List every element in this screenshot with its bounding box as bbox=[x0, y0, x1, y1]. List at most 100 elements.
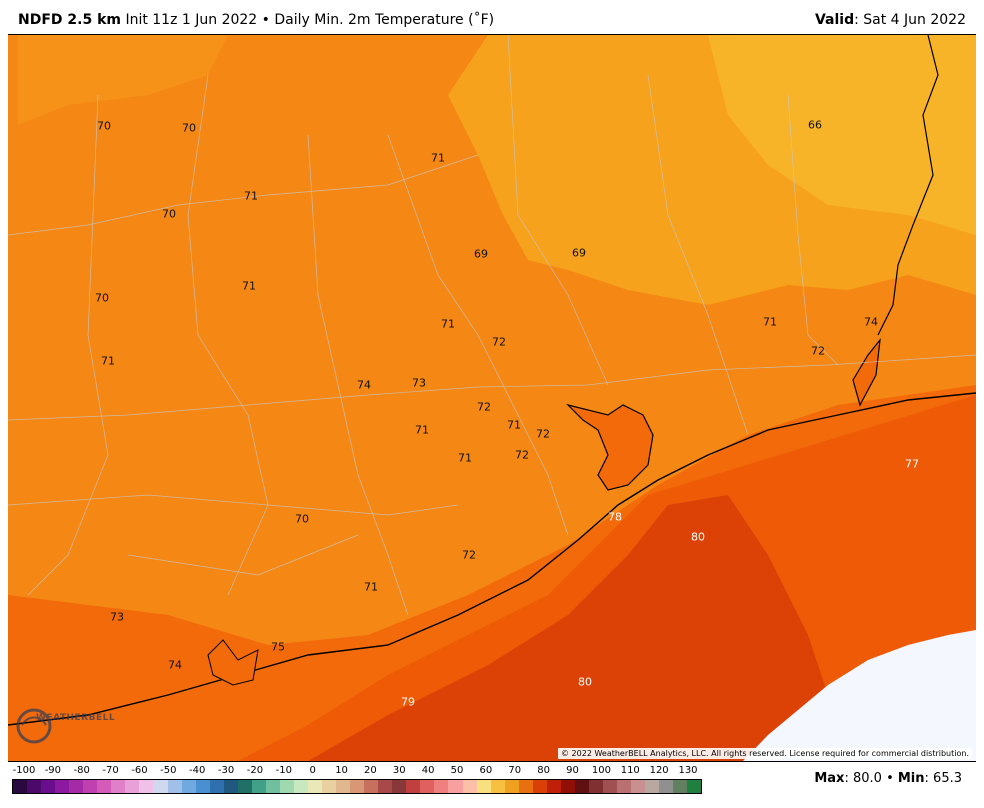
scale-color-swatch bbox=[462, 780, 477, 793]
scale-color-swatch bbox=[434, 780, 449, 793]
scale-color-swatch bbox=[83, 780, 98, 793]
scale-tick-label: 80 bbox=[537, 765, 551, 776]
color-scale-bar bbox=[12, 779, 702, 794]
header-bar: NDFD 2.5 km Init 11z 1 Jun 2022 • Daily … bbox=[0, 0, 984, 34]
scale-tick-label: -10 bbox=[275, 765, 292, 776]
scale-color-swatch bbox=[645, 780, 660, 793]
coolest-region bbox=[708, 35, 976, 235]
scale-tick-label: -40 bbox=[189, 765, 206, 776]
scale-color-swatch bbox=[687, 780, 702, 793]
temperature-label: 74 bbox=[357, 378, 371, 392]
scale-tick-label: 10 bbox=[335, 765, 348, 776]
logo-swirl-icon bbox=[16, 708, 52, 744]
temperature-label: 77 bbox=[905, 457, 919, 471]
temperature-label: 70 bbox=[162, 207, 176, 221]
temperature-label: 74 bbox=[864, 315, 878, 329]
scale-color-swatch bbox=[237, 780, 252, 793]
scale-tick-label: -90 bbox=[44, 765, 62, 776]
scale-tick-label: -50 bbox=[160, 765, 177, 776]
scale-color-swatch bbox=[167, 780, 182, 793]
temperature-label: 71 bbox=[244, 189, 258, 203]
title-bullet: • bbox=[261, 12, 270, 28]
scale-color-swatch bbox=[490, 780, 505, 793]
temperature-label: 70 bbox=[95, 291, 109, 305]
scale-color-swatch bbox=[209, 780, 224, 793]
scale-color-swatch bbox=[659, 780, 674, 793]
scale-tick-label: 90 bbox=[566, 765, 579, 776]
sabine-lake bbox=[852, 337, 881, 407]
temperature-label: 71 bbox=[242, 279, 256, 293]
temperature-label: 71 bbox=[431, 151, 445, 165]
logo-text: WEATHERBELL bbox=[36, 713, 116, 723]
temperature-label: 71 bbox=[507, 418, 521, 432]
temperature-label: 72 bbox=[492, 335, 506, 349]
scale-color-swatch bbox=[322, 780, 337, 793]
scale-color-swatch bbox=[392, 780, 407, 793]
color-scale-ticks: -100 -90 -80 -70 -60 -50 -40 -30 -20 -10 0 10 20 30 40… bbox=[12, 765, 702, 779]
scale-tick-label: 50 bbox=[450, 765, 464, 776]
copyright-notice: © 2022 WeatherBELL Analytics, LLC. All r… bbox=[558, 748, 972, 759]
scale-color-swatch bbox=[546, 780, 561, 793]
min-label: Min bbox=[897, 771, 925, 786]
temperature-label: 72 bbox=[811, 344, 825, 358]
scale-tick-label: -70 bbox=[102, 765, 119, 776]
no-data-region bbox=[743, 630, 976, 761]
scale-color-swatch bbox=[476, 780, 491, 793]
scale-color-swatch bbox=[307, 780, 323, 793]
scale-color-swatch bbox=[504, 780, 519, 793]
scale-tick-label: 40 bbox=[421, 765, 435, 776]
map-title: NDFD 2.5 km Init 11z 1 Jun 2022 • Daily … bbox=[18, 12, 494, 28]
temperature-label: 73 bbox=[110, 610, 124, 624]
scale-tick-label: 120 bbox=[649, 765, 669, 776]
scale-color-swatch bbox=[518, 780, 533, 793]
scale-color-swatch bbox=[181, 780, 196, 793]
scale-tick-label: 20 bbox=[364, 765, 377, 776]
temperature-label: 78 bbox=[608, 510, 622, 524]
scale-color-swatch bbox=[617, 780, 632, 793]
scale-color-swatch bbox=[13, 780, 28, 793]
max-label: Max bbox=[814, 771, 845, 786]
scale-color-swatch bbox=[560, 780, 575, 793]
scale-tick-label: 130 bbox=[678, 765, 698, 776]
temperature-label: 72 bbox=[515, 448, 529, 462]
scale-color-swatch bbox=[631, 780, 646, 793]
map-canvas bbox=[8, 35, 976, 761]
scale-color-swatch bbox=[336, 780, 351, 793]
min-value: : 65.3 bbox=[924, 771, 962, 786]
scale-tick-label: -30 bbox=[217, 765, 235, 776]
max-value: : 80.0 bbox=[844, 771, 882, 786]
scale-tick-label: -80 bbox=[73, 765, 90, 776]
temperature-label: 71 bbox=[415, 423, 429, 437]
scale-tick-label: -20 bbox=[246, 765, 264, 776]
scale-color-swatch bbox=[195, 780, 210, 793]
scale-color-swatch bbox=[602, 780, 618, 793]
matagorda-bay bbox=[207, 639, 259, 686]
temperature-label: 79 bbox=[401, 695, 415, 709]
temperature-label: 80 bbox=[691, 530, 705, 544]
scale-color-swatch bbox=[279, 780, 294, 793]
scale-tick-label: 60 bbox=[479, 765, 493, 776]
scale-color-swatch bbox=[153, 780, 168, 793]
scale-color-swatch bbox=[673, 780, 688, 793]
temperature-label: 75 bbox=[271, 640, 285, 654]
scale-tick-label: 0 bbox=[309, 765, 316, 776]
scale-color-swatch bbox=[574, 780, 589, 793]
temperature-label: 70 bbox=[295, 512, 309, 526]
scale-tick-label: -100 bbox=[12, 765, 36, 776]
scale-color-swatch bbox=[265, 780, 280, 793]
valid-time: Valid: Sat 4 Jun 2022 bbox=[815, 12, 966, 28]
scale-color-swatch bbox=[97, 780, 112, 793]
init-time: Init 11z 1 Jun 2022 bbox=[125, 12, 258, 28]
temperature-label: 66 bbox=[808, 118, 822, 132]
scale-color-swatch bbox=[448, 780, 463, 793]
max-min-separator: • bbox=[886, 771, 894, 786]
max-min-readout: Max: 80.0 • Min: 65.3 bbox=[814, 771, 962, 786]
scale-color-swatch bbox=[251, 780, 266, 793]
scale-tick-row: -100 -90 -80 -70 -60 -50 -40 -30 -20 -10 0 10 20 30 40… bbox=[12, 765, 702, 779]
temperature-label: 72 bbox=[536, 427, 550, 441]
scale-color-swatch bbox=[55, 780, 70, 793]
temperature-label: 72 bbox=[462, 548, 476, 562]
temperature-label: 70 bbox=[97, 119, 111, 133]
scale-color-swatch bbox=[223, 780, 238, 793]
model-name: NDFD 2.5 km bbox=[18, 12, 121, 28]
